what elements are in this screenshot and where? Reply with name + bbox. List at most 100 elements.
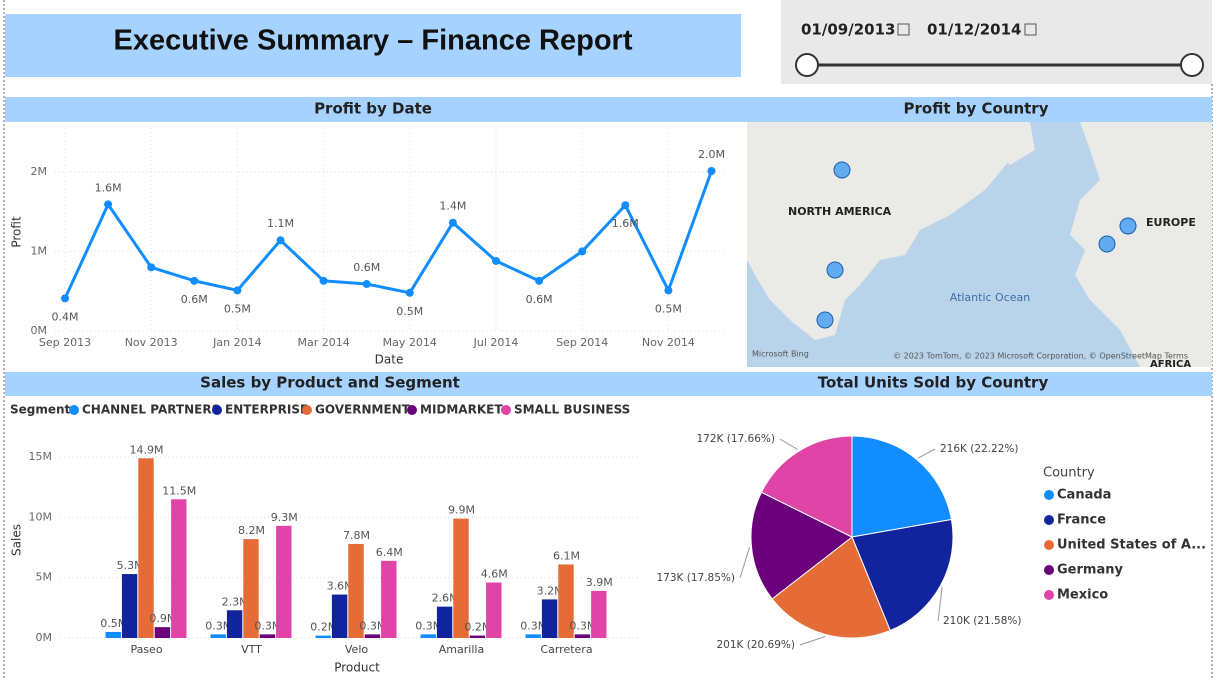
bar[interactable] [541, 599, 558, 638]
bar[interactable] [469, 635, 486, 638]
calendar-icon[interactable] [897, 23, 910, 36]
legend-label[interactable]: Mexico [1057, 588, 1108, 603]
pie-slice[interactable] [851, 518, 954, 632]
bar[interactable] [171, 499, 187, 638]
y-axis-label: Profit [10, 216, 24, 248]
bar[interactable] [226, 610, 243, 638]
data-label: 3.2M [537, 584, 564, 597]
point[interactable] [492, 256, 500, 265]
legend-label[interactable]: ENTERPRISE [225, 403, 308, 417]
point[interactable] [61, 294, 69, 303]
slider-handle[interactable] [795, 53, 819, 77]
x-tick-label: Jan 2014 [212, 336, 261, 349]
point[interactable] [405, 288, 414, 297]
point[interactable] [104, 200, 113, 209]
slider-handle[interactable] [1180, 53, 1204, 77]
legend-label[interactable]: SMALL BUSINESS [514, 403, 630, 417]
legend-swatch [1044, 490, 1054, 500]
pie-slice[interactable] [851, 435, 953, 538]
legend-label[interactable]: MIDMARKET [420, 403, 503, 417]
map-land [1070, 122, 1212, 367]
point[interactable] [535, 276, 544, 285]
calendar-icon[interactable] [1024, 23, 1037, 36]
point[interactable] [621, 201, 630, 210]
bar[interactable] [259, 634, 276, 638]
bar[interactable] [105, 631, 121, 638]
data-label: 173K (17.85%) [657, 572, 736, 584]
map-bubble[interactable] [1119, 217, 1137, 235]
map-title: Profit by Country [904, 100, 1049, 118]
data-label: 0.3M [415, 619, 442, 632]
bar[interactable] [486, 582, 502, 638]
map-bubble[interactable] [816, 311, 834, 329]
y-tick-label: 0M [36, 631, 53, 644]
pie-slice[interactable] [750, 491, 853, 600]
bar[interactable] [364, 634, 381, 638]
map-label: NORTH AMERICA [788, 205, 892, 218]
legend-swatch [212, 405, 222, 415]
map-bubble[interactable] [1098, 235, 1116, 253]
bar[interactable] [210, 634, 226, 638]
data-label: 210K (21.58%) [943, 615, 1022, 627]
bar[interactable] [453, 518, 469, 638]
data-label: 3.9M [586, 576, 613, 589]
x-tick-label: Nov 2014 [642, 336, 695, 349]
bar[interactable] [121, 574, 138, 638]
data-label: 1.6M [95, 181, 122, 194]
date-slicer [781, 0, 1212, 84]
data-label: 8.2M [238, 524, 265, 537]
bar[interactable] [525, 634, 541, 638]
pie-slice[interactable] [771, 536, 891, 639]
legend-label[interactable]: Canada [1057, 488, 1111, 503]
bar[interactable] [591, 590, 607, 638]
point[interactable] [362, 280, 371, 289]
point[interactable] [578, 247, 587, 256]
bar[interactable] [315, 635, 331, 638]
legend-label[interactable]: CHANNEL PARTNERS [82, 403, 220, 417]
leader-line [779, 438, 798, 450]
start-date[interactable]: 01/09/2013 [801, 21, 895, 39]
legend-label[interactable]: GOVERNMENT [315, 403, 411, 417]
y-tick-label: 1M [31, 244, 48, 257]
bar[interactable] [154, 627, 171, 638]
point[interactable] [147, 263, 156, 272]
legend-swatch [501, 405, 511, 415]
data-label: 1.1M [267, 217, 294, 230]
bar[interactable] [381, 560, 397, 638]
map-land [990, 122, 1035, 165]
data-label: 1.6M [612, 217, 639, 230]
legend-swatch [302, 405, 312, 415]
data-label: 0.5M [655, 302, 682, 315]
legend-label[interactable]: Germany [1057, 563, 1123, 578]
pie-slice[interactable] [760, 435, 853, 538]
leader-line [937, 586, 943, 622]
point[interactable] [707, 166, 716, 175]
data-label: 201K (20.69%) [717, 639, 796, 651]
legend-label[interactable]: France [1057, 513, 1106, 528]
point[interactable] [190, 276, 199, 285]
bar[interactable] [243, 539, 259, 638]
leader-line [917, 448, 936, 459]
bar[interactable] [276, 525, 292, 638]
legend-label[interactable]: United States of A... [1057, 538, 1206, 553]
bar[interactable] [420, 634, 436, 638]
bar[interactable] [558, 564, 574, 638]
x-tick-label: Amarilla [439, 643, 484, 656]
point[interactable] [319, 276, 328, 285]
x-tick-label: Nov 2013 [125, 336, 178, 349]
end-date[interactable]: 01/12/2014 [927, 21, 1021, 39]
bar[interactable] [138, 458, 154, 638]
bar[interactable] [331, 594, 348, 638]
point[interactable] [233, 286, 242, 295]
map-bubble[interactable] [833, 161, 851, 179]
bar[interactable] [574, 634, 591, 638]
data-label: 9.3M [271, 511, 298, 524]
bar[interactable] [436, 606, 453, 638]
point[interactable] [276, 236, 285, 245]
point[interactable] [448, 218, 457, 227]
data-label: 6.1M [553, 549, 580, 562]
bar[interactable] [348, 543, 364, 638]
point[interactable] [664, 286, 673, 295]
map-bubble[interactable] [826, 261, 844, 279]
y-tick-label: 2M [31, 165, 48, 178]
